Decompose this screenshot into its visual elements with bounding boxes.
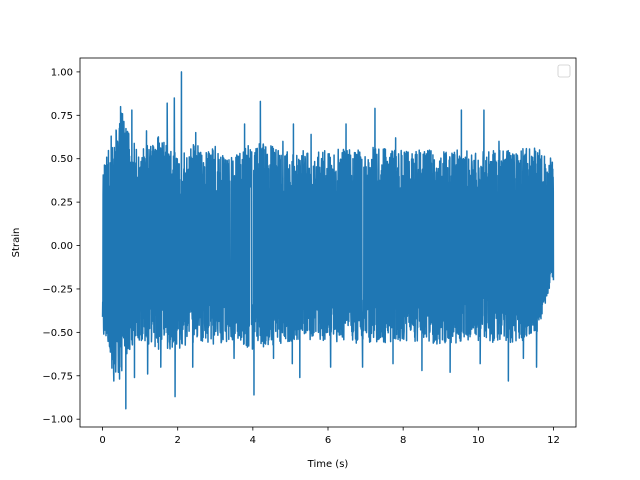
x-tick-label: 6: [325, 435, 331, 446]
x-tick-label: 0: [99, 435, 105, 446]
x-tick-label: 10: [472, 435, 485, 446]
y-tick-label: 0.50: [51, 154, 73, 165]
x-axis: 0 2 4 6 8 10 12: [99, 427, 560, 446]
x-tick-label: 4: [250, 435, 256, 446]
y-axis: −1.00 −0.75 −0.50 −0.25 0.00 0.25 0.50 0.75 1.00: [42, 67, 80, 426]
legend-box: [557, 64, 571, 78]
y-axis-label: Strain: [11, 228, 22, 258]
y-tick-label: −0.75: [42, 371, 73, 382]
x-axis-label: Time (s): [307, 459, 349, 470]
x-tick-label: 2: [175, 435, 181, 446]
y-tick-label: −0.50: [42, 328, 73, 339]
x-tick-label: 12: [547, 435, 560, 446]
y-tick-label: −1.00: [42, 415, 73, 426]
strain-series-line: [101, 71, 555, 410]
y-tick-label: −0.25: [42, 284, 73, 295]
y-tick-label: 0.00: [51, 241, 73, 252]
y-tick-label: 1.00: [51, 67, 73, 78]
y-tick-label: 0.25: [51, 198, 73, 209]
y-tick-label: 0.75: [51, 111, 73, 122]
x-tick-label: 8: [400, 435, 406, 446]
series-layer: [101, 71, 555, 410]
